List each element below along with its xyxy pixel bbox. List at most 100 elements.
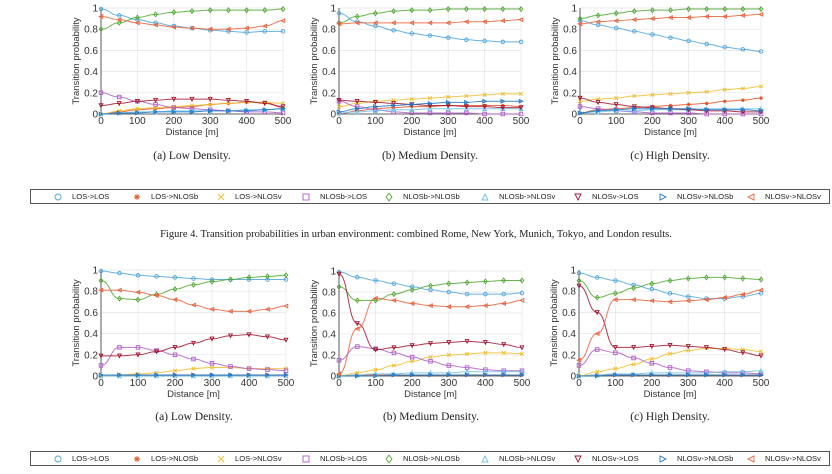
series-triangle-up xyxy=(336,105,524,116)
data-point xyxy=(280,110,286,116)
data-point xyxy=(336,109,342,115)
data-point xyxy=(152,22,158,28)
data-point xyxy=(264,306,270,312)
legend-item: NLOSb->NLOSb xyxy=(384,190,460,203)
series-triangle-left xyxy=(577,11,764,27)
data-point xyxy=(501,368,506,374)
data-point xyxy=(631,8,637,15)
y-tick-label: 0.2 xyxy=(84,350,98,361)
data-point xyxy=(594,275,600,280)
data-point xyxy=(283,372,289,378)
data-point xyxy=(577,104,583,109)
data-point xyxy=(445,105,451,111)
data-point xyxy=(391,291,397,298)
legend-marker xyxy=(54,193,62,200)
data-point xyxy=(667,277,673,284)
data-point xyxy=(410,359,415,364)
data-point xyxy=(500,301,506,307)
legend-label: NLOSv->NLOSv xyxy=(765,454,821,463)
series-fit-line xyxy=(578,348,762,375)
series-fit-line xyxy=(578,289,762,361)
data-point xyxy=(630,297,636,303)
data-point xyxy=(409,284,415,290)
data-point xyxy=(228,364,233,369)
data-point xyxy=(134,20,140,26)
data-point xyxy=(500,111,506,117)
y-tick-label: 0.2 xyxy=(562,350,576,361)
chart-3: 0 100 200 300 400 500 0 0.2 0.4 0.6 0.8 1 Distance [… xyxy=(71,266,295,401)
data-point xyxy=(153,109,159,115)
y-tick-label: 0.4 xyxy=(84,67,98,78)
data-point xyxy=(668,91,673,96)
legend-label: NLOSb->LOS xyxy=(320,192,368,201)
x-marker-icon xyxy=(217,193,225,200)
legend-label: NLOSb->LOS xyxy=(320,454,368,463)
data-point xyxy=(464,291,470,297)
x-tick-label: 300 xyxy=(440,378,457,389)
x-tick-label: 500 xyxy=(513,116,530,127)
series-diamond xyxy=(336,277,525,304)
x-axis-label: Distance [m] xyxy=(404,389,457,400)
series-fit-line xyxy=(338,12,521,43)
data-point xyxy=(207,7,213,14)
legend-marker xyxy=(481,192,489,200)
asterisk-marker-icon xyxy=(134,455,140,462)
legend-label: NLOSb->NLOSb xyxy=(403,192,460,201)
data-point xyxy=(650,32,655,37)
x-tick-label: 500 xyxy=(753,378,770,389)
x-tick-label: 300 xyxy=(680,378,697,389)
data-point xyxy=(373,367,378,372)
series-triangle-left xyxy=(98,13,286,32)
legend-item: NLOSv->NLOSb xyxy=(658,452,733,465)
data-point xyxy=(98,13,104,20)
legend-marker xyxy=(134,455,140,462)
data-point xyxy=(98,363,104,368)
data-point xyxy=(464,99,470,105)
data-point xyxy=(171,96,177,102)
data-point xyxy=(280,29,286,34)
data-point xyxy=(632,93,637,99)
data-point xyxy=(758,84,764,89)
data-point xyxy=(372,108,378,114)
data-point xyxy=(336,97,342,104)
y-tick-label: 0.6 xyxy=(562,308,576,319)
legend-top: LOS->LOS LOS->NLOSb LOS->NLOSv NLOSb->LO… xyxy=(30,189,830,204)
legend-label: NLOSv->NLOSb xyxy=(677,454,734,463)
series-triangle-down xyxy=(576,283,764,359)
data-point xyxy=(463,104,469,110)
legend-item: LOS->NLOSb xyxy=(132,452,198,465)
data-point xyxy=(519,351,525,357)
data-point xyxy=(446,340,452,346)
series-fit-line xyxy=(578,272,762,300)
data-point xyxy=(226,7,231,14)
data-point xyxy=(265,273,270,280)
y-axis-label: Transition probability xyxy=(549,279,560,367)
data-point xyxy=(501,342,507,348)
data-point xyxy=(739,291,746,297)
data-point xyxy=(704,89,709,94)
data-point xyxy=(445,304,452,310)
data-point xyxy=(668,103,673,108)
data-point xyxy=(740,47,746,52)
data-point xyxy=(704,107,710,113)
data-point xyxy=(172,372,178,378)
data-point xyxy=(482,38,487,44)
data-point xyxy=(116,353,123,359)
data-point xyxy=(427,105,433,111)
data-point xyxy=(464,304,470,310)
data-point xyxy=(428,282,433,289)
y-tick-label: 1 xyxy=(330,4,336,15)
x-tick-label: 500 xyxy=(278,378,295,389)
subcaption-top-a: (a) Low Density. xyxy=(153,150,231,162)
data-point xyxy=(577,99,583,104)
data-point xyxy=(153,11,158,18)
legend-marker xyxy=(302,193,310,200)
data-point xyxy=(116,287,122,293)
data-point xyxy=(135,289,141,295)
x-axis-label: Distance [m] xyxy=(167,389,220,400)
data-point xyxy=(631,108,637,114)
x-tick-label: 100 xyxy=(367,378,384,389)
data-point xyxy=(98,277,104,284)
data-point xyxy=(649,16,655,22)
